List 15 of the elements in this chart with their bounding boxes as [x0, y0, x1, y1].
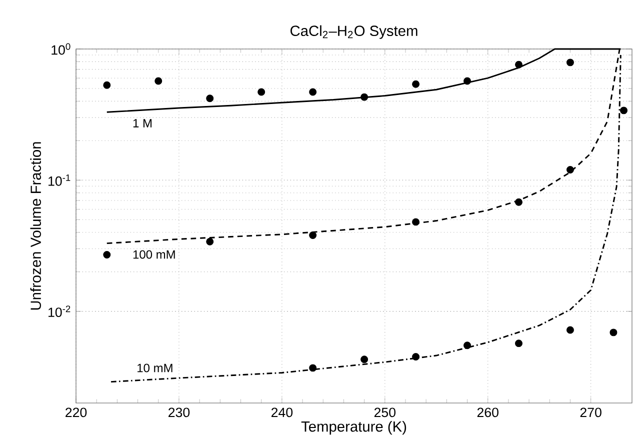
x-tick-label: 240: [271, 408, 293, 418]
y-axis-title: Unfrozen Volume Fraction: [30, 142, 42, 310]
y-tick-label: 10$^{-2}$: [48, 306, 70, 318]
y-tick-label: 10$^{-1}$: [48, 174, 70, 186]
y-tick-label: 10$^{0}$: [52, 43, 70, 55]
x-axis-title: Temperature (K): [301, 420, 406, 435]
series-label: 1 M: [133, 119, 152, 128]
x-tick-label: 270: [580, 408, 602, 418]
series-label: 100 mM: [133, 250, 175, 259]
chart-title: CaCl$_{2}$–H$_{2}$O System: [290, 25, 418, 39]
x-tick-label: 250: [374, 408, 396, 418]
x-tick-label: 260: [477, 408, 498, 418]
x-tick-label: 220: [66, 408, 87, 418]
x-tick-label: 230: [168, 408, 190, 418]
series-label: 10 mM: [138, 364, 172, 372]
